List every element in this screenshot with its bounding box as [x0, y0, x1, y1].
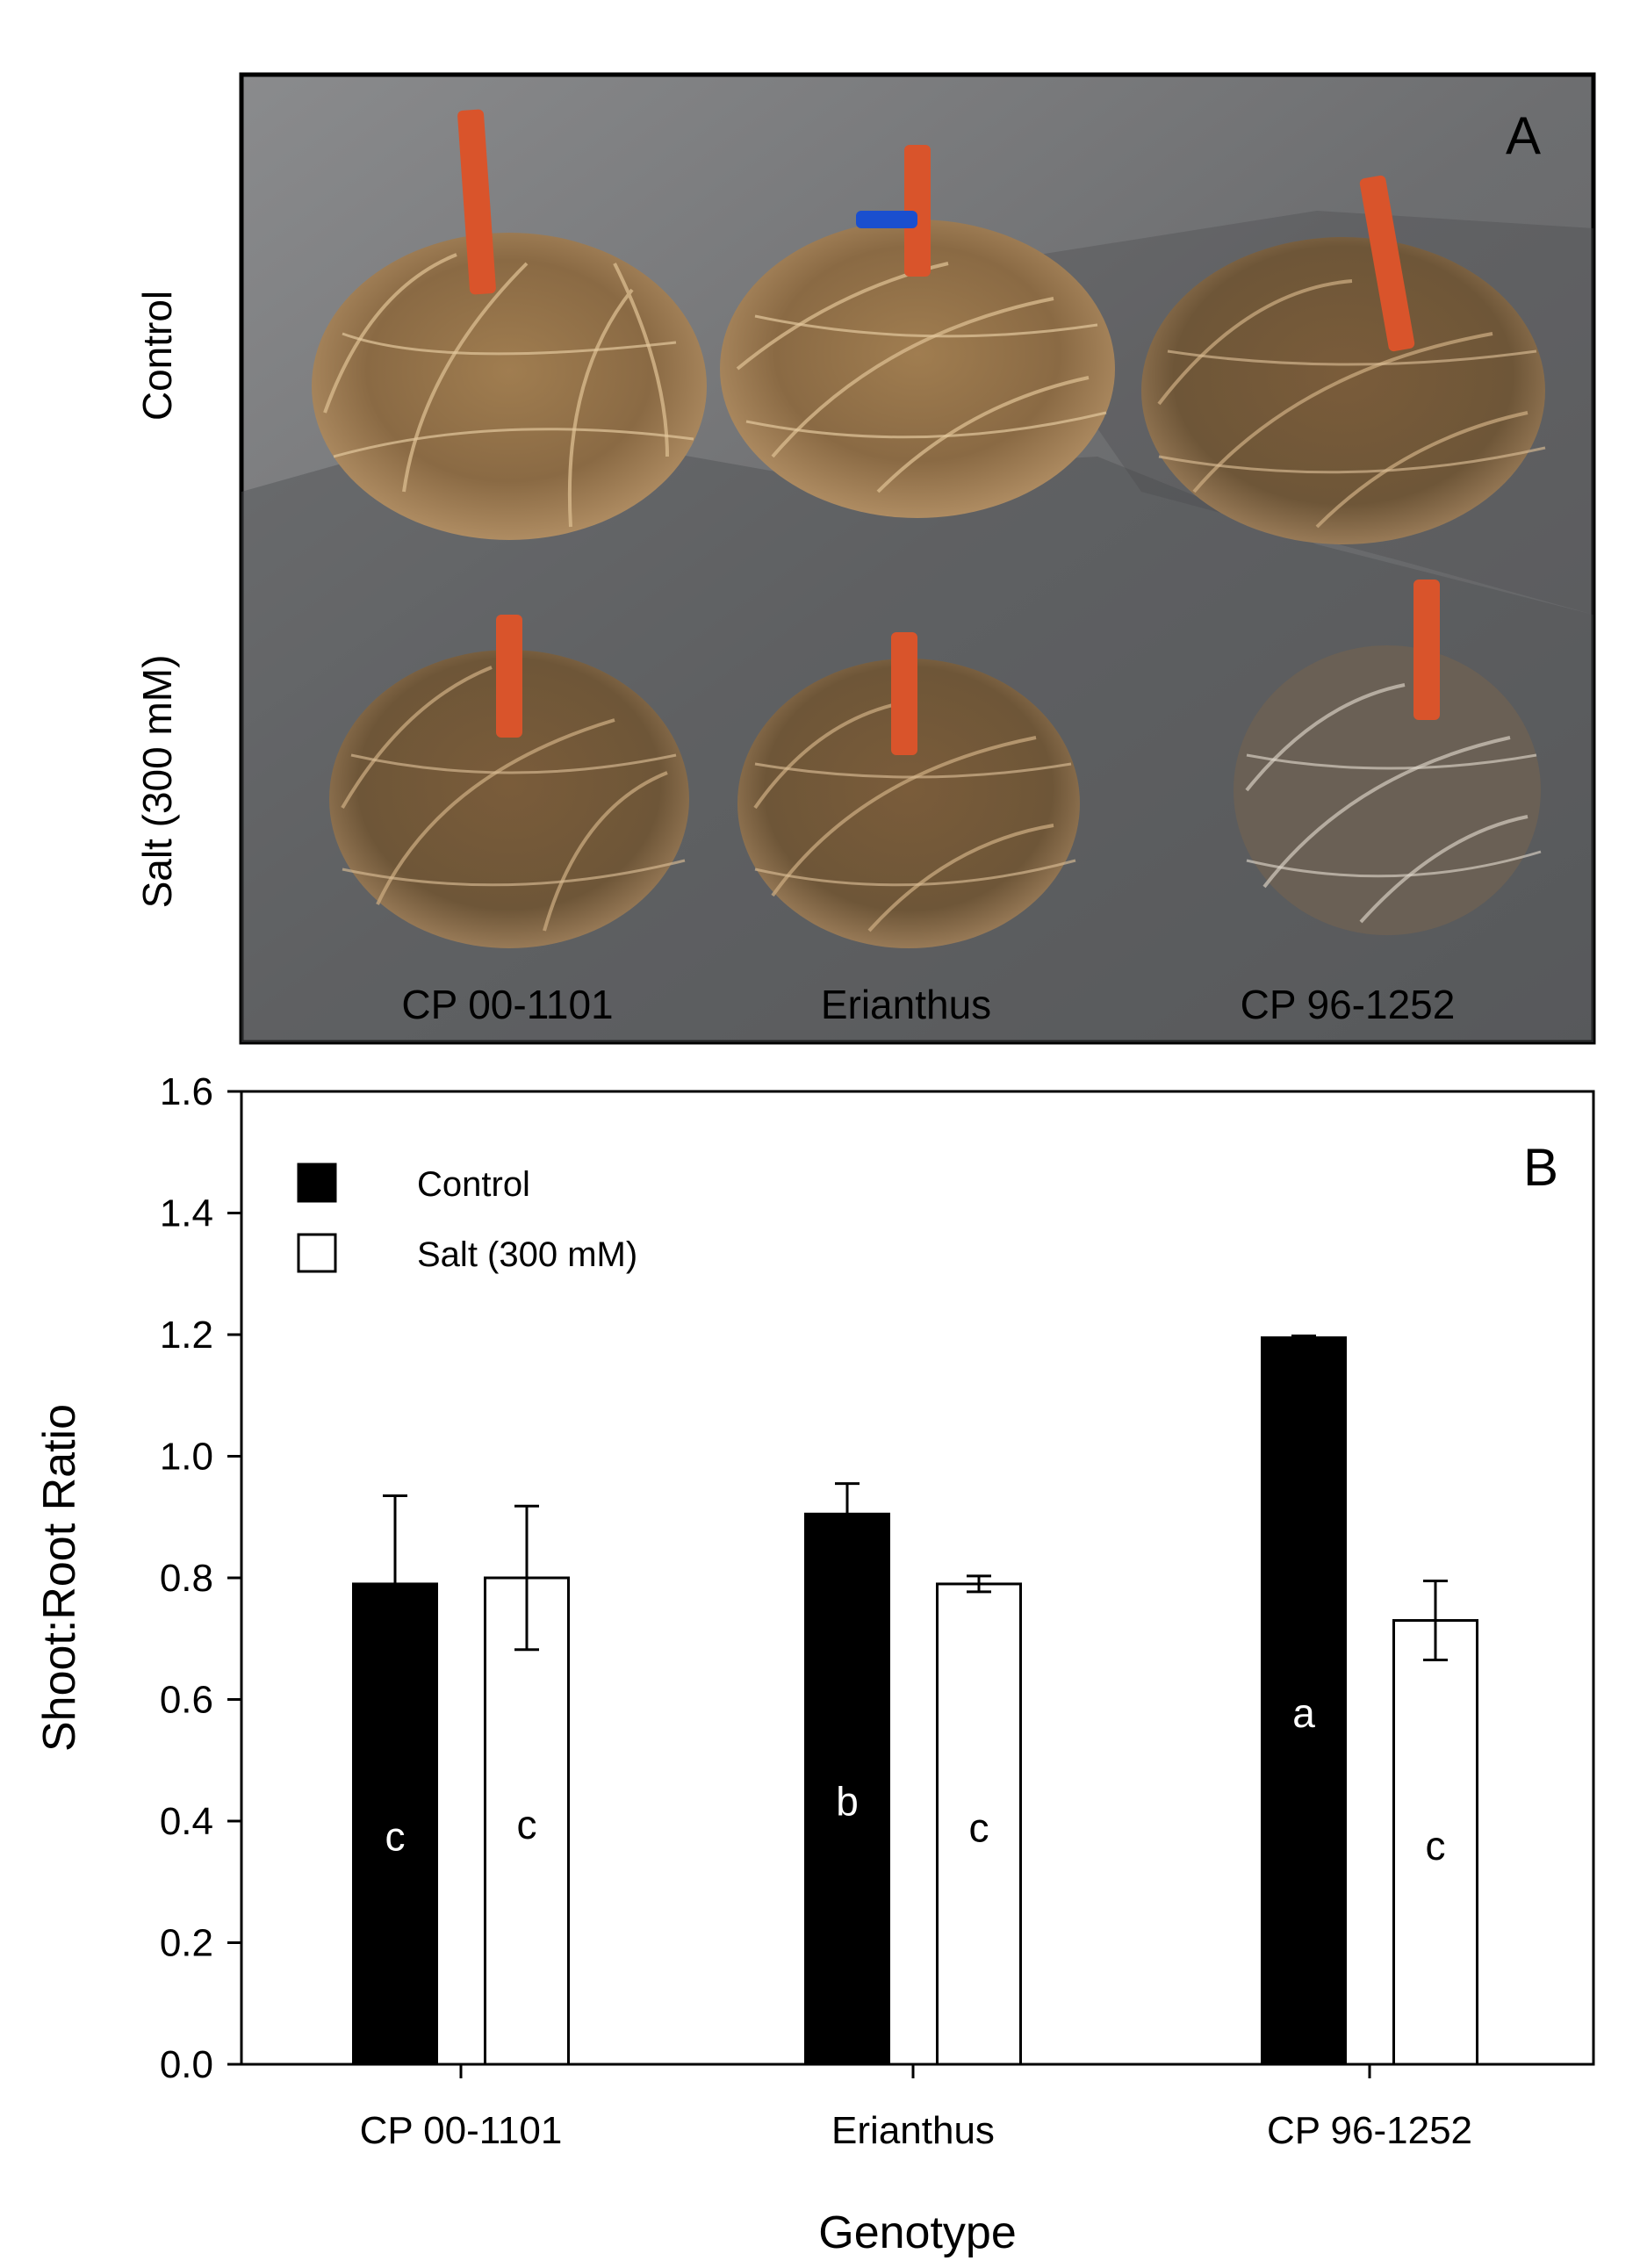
y-tick-label: 0.0 [160, 2043, 213, 2086]
y-tick-label: 0.2 [160, 1922, 213, 1965]
y-tick-label: 1.4 [160, 1192, 213, 1235]
legend-swatch-salt [297, 1233, 337, 1273]
significance-letter: c [1426, 1823, 1446, 1868]
stake [496, 615, 522, 738]
panel-a: A CP 00-1101 Erianthus CP 96-1252 Contro… [134, 72, 1596, 1045]
bars: c b a c c c [352, 1334, 1478, 2066]
stake [457, 109, 496, 295]
row-label-control: Control [134, 291, 180, 421]
significance-letter: c [969, 1804, 989, 1850]
panel-b: 0.0 0.2 0.4 0.6 0.8 1.0 1.2 1.4 1.6 CP 00-1101 Er… [34, 1070, 1595, 2258]
bar [1261, 1336, 1347, 2066]
y-tick-label: 0.8 [160, 1557, 213, 1600]
bar [1392, 1618, 1478, 2066]
significance-letter: a [1292, 1690, 1315, 1736]
stake [904, 145, 931, 277]
significance-letter: b [836, 1779, 859, 1825]
y-axis: 0.0 0.2 0.4 0.6 0.8 1.0 1.2 1.4 1.6 [160, 1070, 241, 2086]
y-tick-label: 0.6 [160, 1679, 213, 1722]
x-tick-label: CP 96-1252 [1267, 2109, 1472, 2152]
row-label-salt: Salt (300 mM) [134, 655, 180, 909]
x-tick-label: CP 00-1101 [360, 2109, 563, 2152]
y-tick-label: 1.6 [160, 1070, 213, 1113]
significance-letter: c [385, 1813, 406, 1859]
panel-a-label: A [1506, 106, 1541, 165]
x-tick-label: Erianthus [831, 2109, 995, 2152]
bar [484, 1576, 570, 2066]
genotype-label: CP 96-1252 [1241, 982, 1456, 1027]
y-tick-label: 0.4 [160, 1800, 213, 1843]
root-ball-cp00-1101-salt [329, 615, 689, 948]
stake [891, 632, 917, 755]
legend: Control Salt (300 mM) [297, 1163, 637, 1274]
root-ball-erianthus-control [720, 145, 1115, 518]
stake [1359, 175, 1415, 352]
panel-b-label: B [1523, 1138, 1558, 1197]
y-tick-label: 1.0 [160, 1436, 213, 1479]
root-ball-cp96-1252-salt [1234, 580, 1542, 935]
x-axis-title: Genotype [818, 2207, 1017, 2258]
root-ball-erianthus-salt [737, 632, 1080, 948]
y-tick-label: 1.2 [160, 1314, 213, 1357]
stake [1413, 580, 1440, 720]
legend-swatch-control [297, 1163, 337, 1203]
bar [804, 1512, 890, 2066]
x-axis: CP 00-1101 Erianthus CP 96-1252 [360, 2064, 1472, 2152]
blue-tag [856, 211, 917, 228]
significance-letter: c [517, 1802, 537, 1847]
genotype-label: Erianthus [821, 982, 991, 1027]
genotype-label: CP 00-1101 [401, 982, 613, 1027]
root-ball-cp00-1101-control [312, 109, 707, 540]
root-ball-cp96-1252-control [1141, 175, 1546, 544]
legend-label-salt: Salt (300 mM) [417, 1235, 637, 1274]
legend-label-control: Control [417, 1165, 530, 1204]
y-axis-title: Shoot:Root Ratio [34, 1404, 85, 1752]
